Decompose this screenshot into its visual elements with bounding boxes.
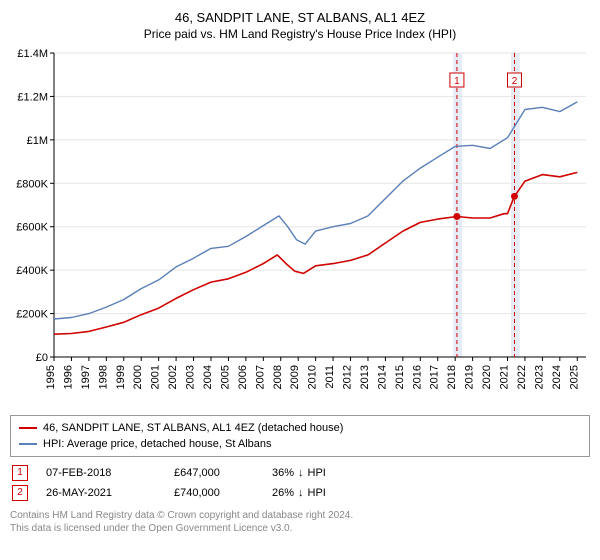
svg-text:2015: 2015	[394, 365, 406, 389]
chart-svg: £0 £200K £400K £600K £800K £1M £1.2M £1.4M 1995 1…	[10, 47, 590, 419]
svg-text:2022: 2022	[516, 365, 528, 389]
svg-text:2016: 2016	[411, 365, 423, 389]
svg-text:2017: 2017	[429, 365, 441, 389]
legend-swatch-1	[19, 427, 37, 429]
sale-delta-pct: 26%	[272, 483, 294, 503]
chart-plot-area: £0 £200K £400K £600K £800K £1M £1.2M £1.4M 1995 1…	[10, 47, 590, 419]
footer-line-2: This data is licensed under the Open Gov…	[10, 522, 590, 535]
svg-text:1995: 1995	[45, 365, 57, 389]
svg-text:1: 1	[454, 76, 460, 87]
svg-text:2019: 2019	[464, 365, 476, 389]
sale-delta-vs: HPI	[308, 483, 326, 503]
arrow-down-icon: ↓	[298, 463, 304, 483]
sale-row: 2 26-MAY-2021 £740,000 26% ↓ HPI	[10, 483, 590, 503]
legend-swatch-2	[19, 443, 37, 445]
sale-marker-2: 2	[12, 485, 28, 501]
chart-title: 46, SANDPIT LANE, ST ALBANS, AL1 4EZ	[10, 10, 590, 25]
svg-text:£1.2M: £1.2M	[17, 91, 48, 103]
sales-table: 1 07-FEB-2018 £647,000 36% ↓ HPI 2 26-MA…	[10, 463, 590, 503]
svg-text:1999: 1999	[115, 365, 127, 389]
sale-delta: 36% ↓ HPI	[272, 463, 326, 483]
svg-text:£200K: £200K	[16, 309, 48, 321]
legend-label: HPI: Average price, detached house, St A…	[43, 436, 272, 452]
sale-delta-vs: HPI	[308, 463, 326, 483]
svg-text:2023: 2023	[533, 365, 545, 389]
sale-price: £740,000	[174, 483, 254, 503]
svg-text:2018: 2018	[446, 365, 458, 389]
svg-text:2: 2	[512, 76, 518, 87]
sale-row: 1 07-FEB-2018 £647,000 36% ↓ HPI	[10, 463, 590, 483]
svg-text:1996: 1996	[62, 365, 74, 389]
svg-text:2007: 2007	[254, 365, 266, 389]
svg-text:2001: 2001	[150, 365, 162, 389]
svg-text:1998: 1998	[97, 365, 109, 389]
svg-text:2005: 2005	[219, 365, 231, 389]
svg-text:£1.4M: £1.4M	[17, 48, 48, 60]
chart-container: 46, SANDPIT LANE, ST ALBANS, AL1 4EZ Pri…	[0, 0, 600, 545]
svg-text:2013: 2013	[359, 365, 371, 389]
svg-text:2025: 2025	[568, 365, 580, 389]
svg-text:2021: 2021	[499, 365, 511, 389]
sale-delta-pct: 36%	[272, 463, 294, 483]
sale-delta: 26% ↓ HPI	[272, 483, 326, 503]
svg-text:2024: 2024	[551, 365, 563, 389]
sale-marker-1: 1	[12, 465, 28, 481]
svg-text:2014: 2014	[376, 365, 388, 389]
footer-line-1: Contains HM Land Registry data © Crown c…	[10, 509, 590, 522]
legend-row: 46, SANDPIT LANE, ST ALBANS, AL1 4EZ (de…	[19, 420, 581, 436]
legend-label: 46, SANDPIT LANE, ST ALBANS, AL1 4EZ (de…	[43, 420, 343, 436]
svg-text:2008: 2008	[272, 365, 284, 389]
svg-text:2000: 2000	[132, 365, 144, 389]
arrow-down-icon: ↓	[298, 483, 304, 503]
svg-text:2003: 2003	[185, 365, 197, 389]
svg-text:£600K: £600K	[16, 222, 48, 234]
svg-text:£400K: £400K	[16, 265, 48, 277]
svg-text:2011: 2011	[324, 365, 336, 389]
svg-text:2002: 2002	[167, 365, 179, 389]
svg-text:£800K: £800K	[16, 178, 48, 190]
chart-subtitle: Price paid vs. HM Land Registry's House …	[10, 27, 590, 41]
sale-date: 26-MAY-2021	[46, 483, 156, 503]
svg-text:2012: 2012	[342, 365, 354, 389]
legend-box: 46, SANDPIT LANE, ST ALBANS, AL1 4EZ (de…	[10, 415, 590, 457]
svg-text:2009: 2009	[289, 365, 301, 389]
svg-text:2010: 2010	[307, 365, 319, 389]
sale-price: £647,000	[174, 463, 254, 483]
sale-date: 07-FEB-2018	[46, 463, 156, 483]
svg-text:2006: 2006	[237, 365, 249, 389]
svg-text:2020: 2020	[481, 365, 493, 389]
legend-row: HPI: Average price, detached house, St A…	[19, 436, 581, 452]
footer-attribution: Contains HM Land Registry data © Crown c…	[10, 509, 590, 535]
svg-text:2004: 2004	[202, 365, 214, 389]
svg-text:£1M: £1M	[27, 135, 48, 147]
svg-text:1997: 1997	[80, 365, 92, 389]
svg-text:£0: £0	[36, 352, 48, 364]
